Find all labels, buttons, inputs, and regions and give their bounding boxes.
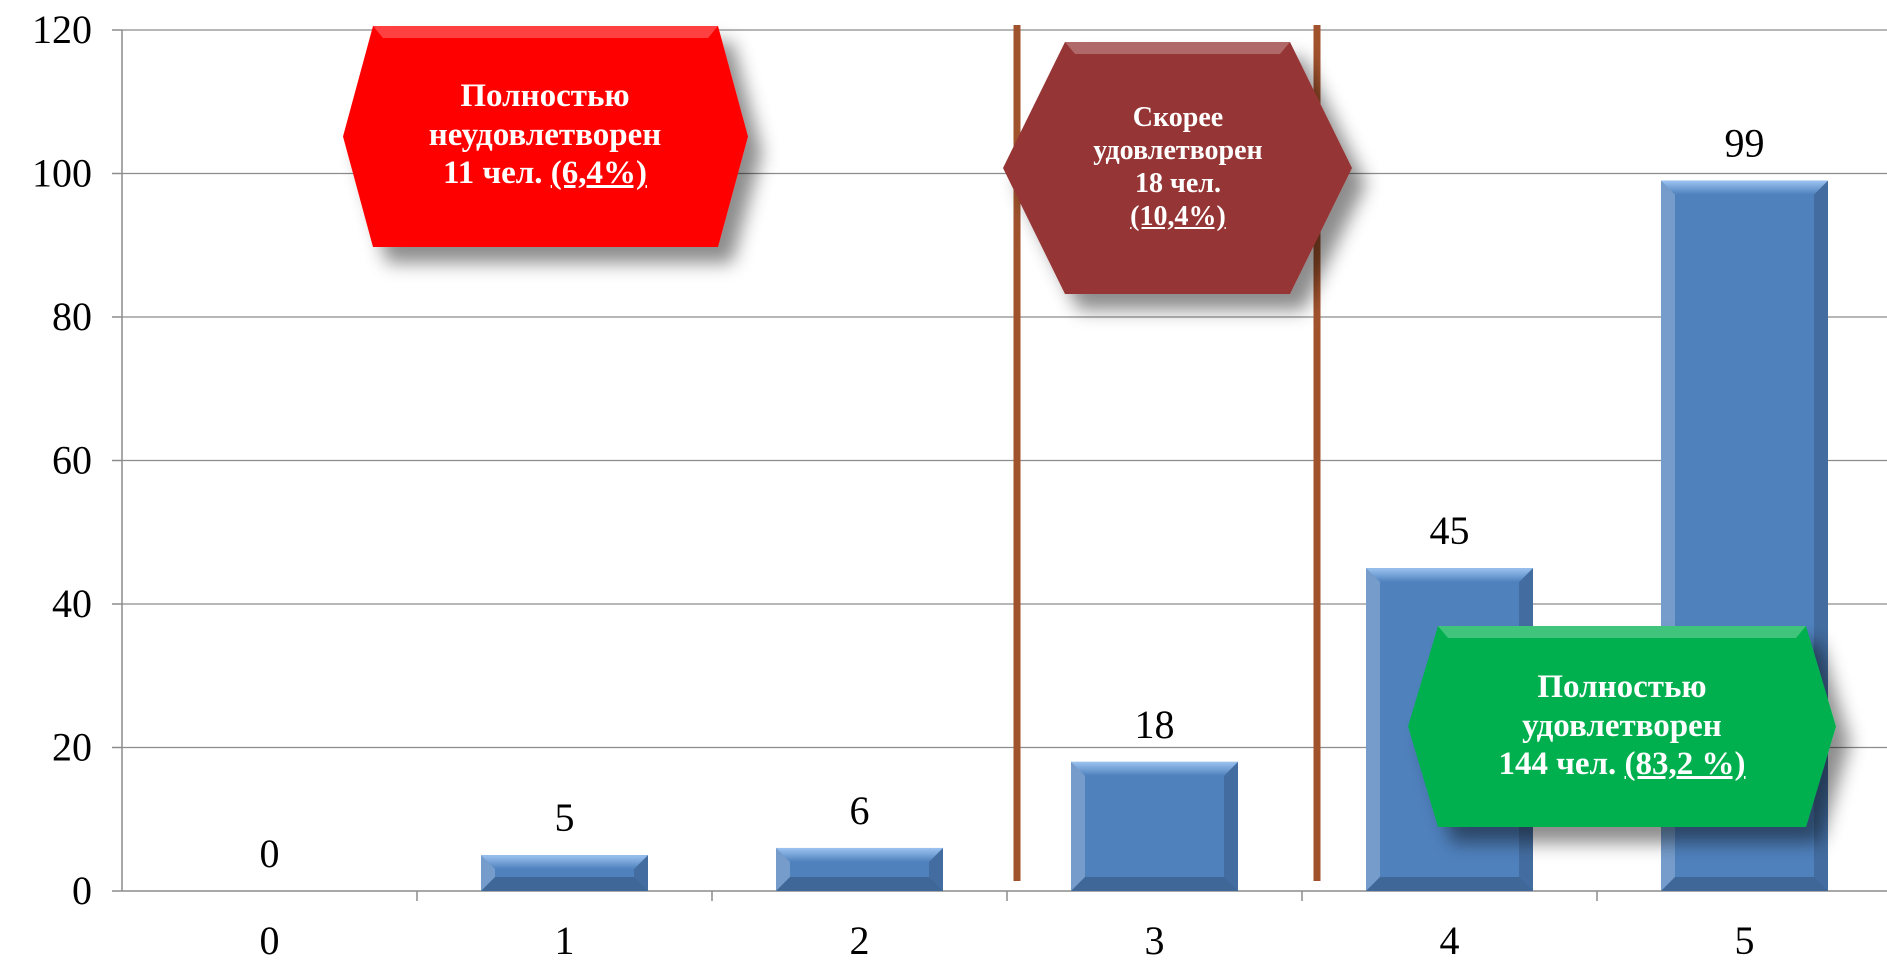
callout-green-count: 144 чел. [1498, 746, 1617, 783]
bar-bevel-top [776, 847, 943, 862]
callout-green-shape [1408, 626, 1836, 827]
x-tick-label: 2 [850, 918, 870, 963]
callout-brown-line1: Скорее [1132, 101, 1224, 133]
bar-bevel-top [481, 855, 648, 870]
bar-bevel-right [1224, 761, 1238, 891]
bar-bevel-bottom [1661, 877, 1828, 891]
callout-fully-satisfied: Полностью удовлетворен 144 чел. (83,2 %) [1408, 626, 1836, 826]
callout-green-line2: удовлетворен [1522, 707, 1722, 744]
x-tick-label: 4 [1440, 918, 1460, 963]
bar [1071, 761, 1238, 891]
data-label: 6 [850, 788, 870, 833]
callout-rather-satisfied: Скорее удовлетворен 18 чел. (10,4%) [1003, 42, 1353, 292]
data-label: 0 [260, 831, 280, 876]
y-tick-label: 60 [52, 438, 92, 483]
callout-fully-dissatisfied: Полностью неудовлетворен 11 чел. (6,4%) [345, 25, 745, 245]
bar-bevel-bottom [776, 877, 943, 891]
bar-bevel-bottom [1071, 877, 1238, 891]
bar-bevel-top [1366, 568, 1533, 583]
callout-brown-shape [1003, 42, 1352, 294]
bar-bevel-left [776, 847, 790, 891]
callout-brown-shape-bevel [1065, 42, 1290, 54]
y-tick-label: 120 [32, 7, 92, 52]
callout-red-line3: 11 чел. (6,4%) [443, 154, 647, 193]
callout-shapes [343, 26, 1836, 827]
x-tick-label: 0 [260, 918, 280, 963]
y-tick-label: 80 [52, 294, 92, 339]
x-tick-label: 1 [555, 918, 575, 963]
callout-brown-pct: (10,4%) [1130, 201, 1226, 233]
data-labels: 0 5 6 18 45 99 [260, 121, 1765, 876]
bar-bevel-top [1071, 761, 1238, 776]
callout-brown-shape-body [1003, 42, 1352, 294]
callout-brown-line2: удовлетворен [1093, 134, 1263, 166]
bar-bevel-right [929, 847, 943, 891]
callout-green-shape-bevel [1438, 626, 1806, 638]
callout-green-line3: 144 чел. (83,2 %) [1498, 745, 1745, 784]
bar-bevel-bottom [481, 877, 648, 891]
callout-red-shape [343, 26, 748, 247]
bar-bevel-top [1661, 180, 1828, 195]
bar-bevel-left [1071, 761, 1085, 891]
bar-bevel-left [481, 855, 495, 891]
bar-bevel-left [1366, 568, 1380, 891]
data-label: 18 [1135, 702, 1175, 747]
callout-green-shape-body [1408, 626, 1836, 827]
y-tick-label: 100 [32, 151, 92, 196]
callout-red-pct: (6,4%) [550, 155, 647, 192]
bar-bevel-right [634, 855, 648, 891]
x-tick-label: 3 [1145, 918, 1165, 963]
callout-red-count: 11 чел. [443, 155, 543, 192]
data-label: 99 [1725, 121, 1765, 166]
callout-red-shape-body [343, 26, 748, 247]
callout-brown-line3: 18 чел. [1135, 168, 1221, 199]
bar-bevel-bottom [1366, 877, 1533, 891]
y-tick-label: 40 [52, 581, 92, 626]
data-label: 45 [1430, 508, 1470, 553]
callout-green-pct: (83,2 %) [1624, 746, 1746, 783]
callout-red-shape-bevel [373, 26, 718, 38]
y-tick-label: 20 [52, 725, 92, 770]
callout-red-line1: Полностью [460, 77, 630, 114]
callout-green-line1: Полностью [1537, 668, 1707, 705]
y-tick-label: 0 [72, 868, 92, 913]
x-tick-label: 5 [1735, 918, 1755, 963]
callout-red-line2: неудовлетворен [428, 116, 662, 153]
data-label: 5 [555, 795, 575, 840]
